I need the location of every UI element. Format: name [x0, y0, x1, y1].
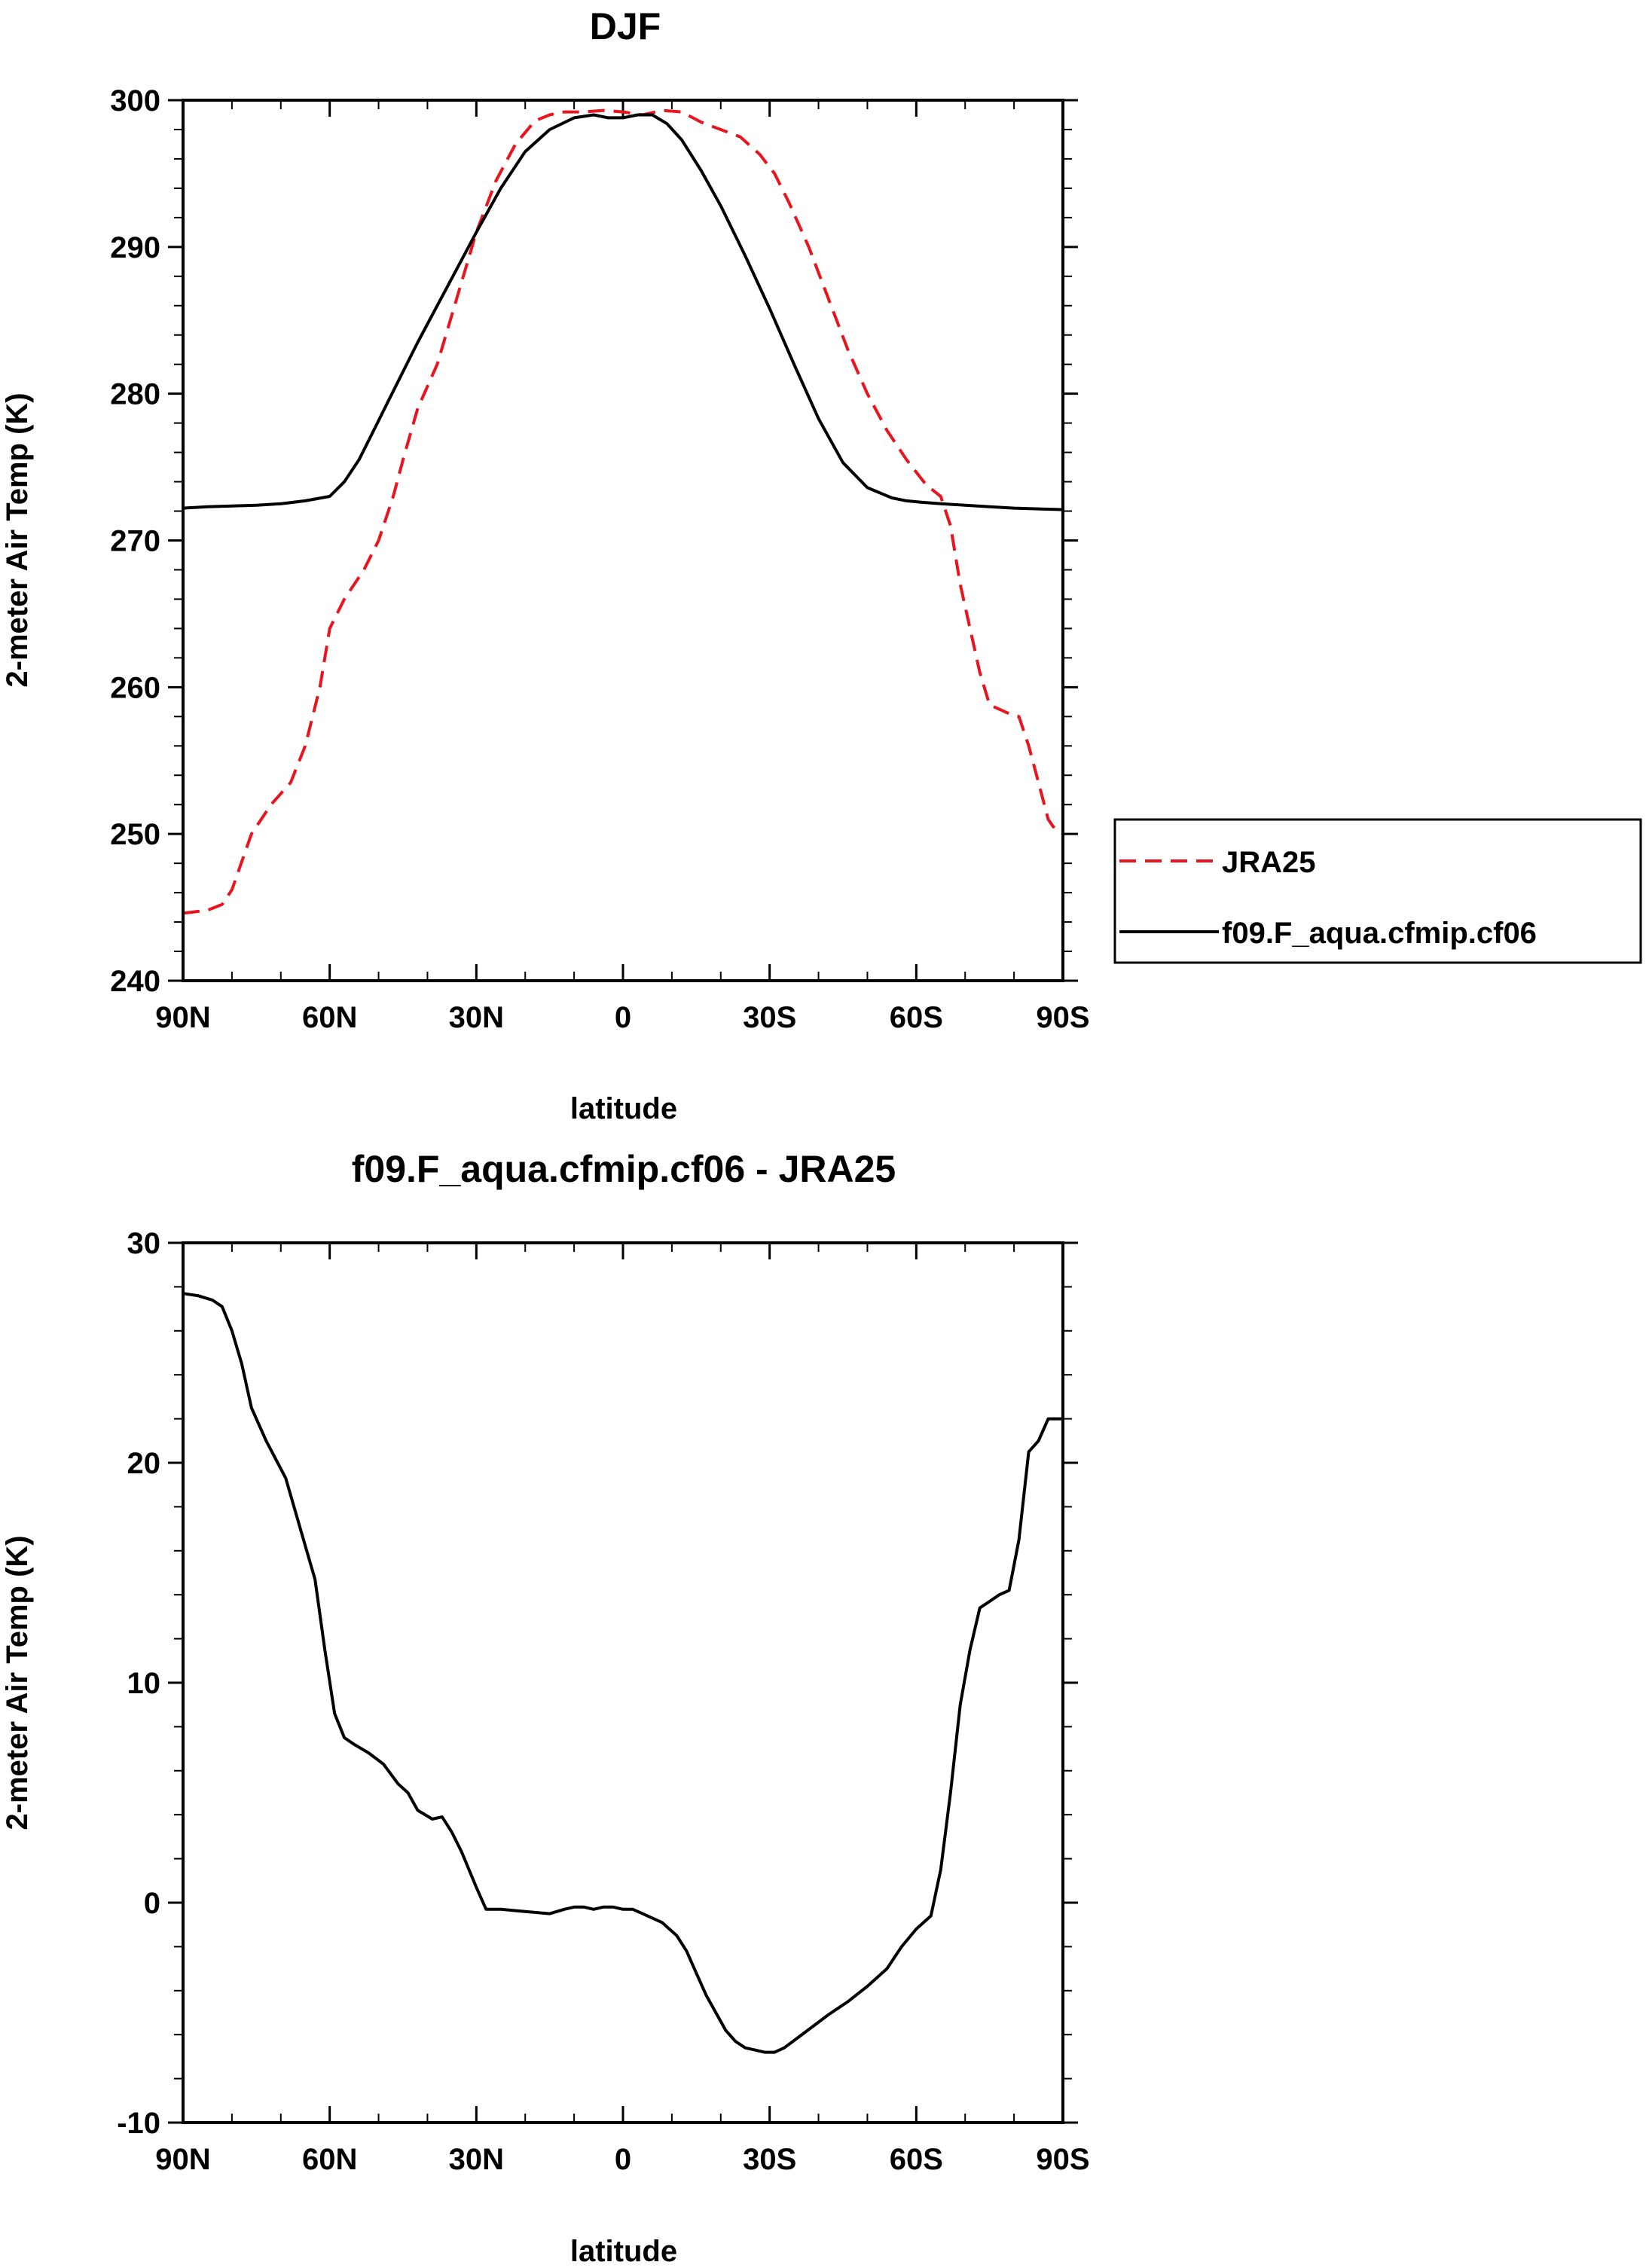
legend-label-model: f09.F_aqua.cfmip.cf06: [1222, 917, 1537, 950]
legend-box: [1113, 818, 1642, 964]
top-y-tick-label: 260: [110, 671, 160, 704]
top-y-tick-label: 250: [110, 818, 160, 851]
bottom-x-tick-label: 0: [615, 2143, 631, 2176]
legend: JRA25 f09.F_aqua.cfmip.cf06: [1113, 818, 1642, 964]
bottom-x-tick-label: 60S: [890, 2143, 943, 2176]
top-x-tick-label: 30N: [449, 1001, 504, 1034]
bottom-x-tick-label: 60N: [302, 2143, 357, 2176]
bottom-y-tick-label: 0: [144, 1887, 160, 1920]
top-y-tick-label: 290: [110, 231, 160, 264]
bottom-plot-frame: [182, 1241, 1064, 2124]
bottom-x-tick-label: 90S: [1036, 2143, 1089, 2176]
top-x-tick-label: 60S: [890, 1001, 943, 1034]
bottom-y-tick-label: 30: [127, 1227, 161, 1260]
top-x-tick-label: 0: [615, 1001, 631, 1034]
top-y-axis-label: 2-meter Air Temp (K): [1, 392, 34, 687]
top-chart-title: DJF: [590, 5, 661, 47]
bottom-axis-ticks: [168, 1241, 1078, 2124]
top-x-axis-label: latitude: [570, 1092, 677, 1125]
top-y-tick-label: 280: [110, 378, 160, 411]
bottom-x-axis-label: latitude: [570, 2235, 677, 2268]
top-x-tick-label: 30S: [743, 1001, 796, 1034]
top-panel: DJF 240 250 260 270 280 290 300 90N 60N 30N 0 30S 6…: [1, 5, 1090, 1125]
bottom-y-tick-label: 20: [127, 1447, 161, 1480]
top-axis-ticks: [168, 99, 1078, 982]
top-y-tick-label: 240: [110, 965, 160, 998]
bottom-x-tick-label: 30N: [449, 2143, 504, 2176]
bottom-y-axis-label: 2-meter Air Temp (K): [1, 1535, 34, 1830]
bottom-x-tick-labels: 90N 60N 30N 0 30S 60S 90S: [155, 2143, 1089, 2176]
bottom-chart-title: f09.F_aqua.cfmip.cf06 - JRA25: [352, 1148, 896, 1190]
top-x-tick-label: 60N: [302, 1001, 357, 1034]
top-plot-frame: [182, 99, 1064, 982]
bottom-y-tick-label: 10: [127, 1667, 161, 1700]
top-y-tick-label: 300: [110, 84, 160, 118]
top-x-tick-label: 90S: [1036, 1001, 1089, 1034]
top-series-jra25-line: [182, 108, 1064, 915]
bottom-y-tick-label: -10: [117, 2107, 160, 2140]
top-series-f09-f-aqua-cfmip-cf06-line: [182, 113, 1064, 511]
bottom-series-difference-line: [182, 1292, 1063, 2054]
top-series-group: [182, 108, 1064, 915]
top-x-tick-labels: 90N 60N 30N 0 30S 60S 90S: [155, 1001, 1089, 1034]
top-y-tick-label: 270: [110, 525, 160, 558]
bottom-x-tick-label: 30S: [743, 2143, 796, 2176]
bottom-series-group: [182, 1292, 1063, 2054]
bottom-y-tick-labels: -10 0 10 20 30: [117, 1227, 160, 2140]
top-x-tick-label: 90N: [155, 1001, 210, 1034]
bottom-panel: f09.F_aqua.cfmip.cf06 - JRA25 -10 0 10 20 30…: [1, 1148, 1090, 2268]
bottom-x-tick-label: 90N: [155, 2143, 210, 2176]
legend-label-jra25: JRA25: [1222, 846, 1316, 879]
top-y-tick-labels: 240 250 260 270 280 290 300: [110, 84, 160, 998]
